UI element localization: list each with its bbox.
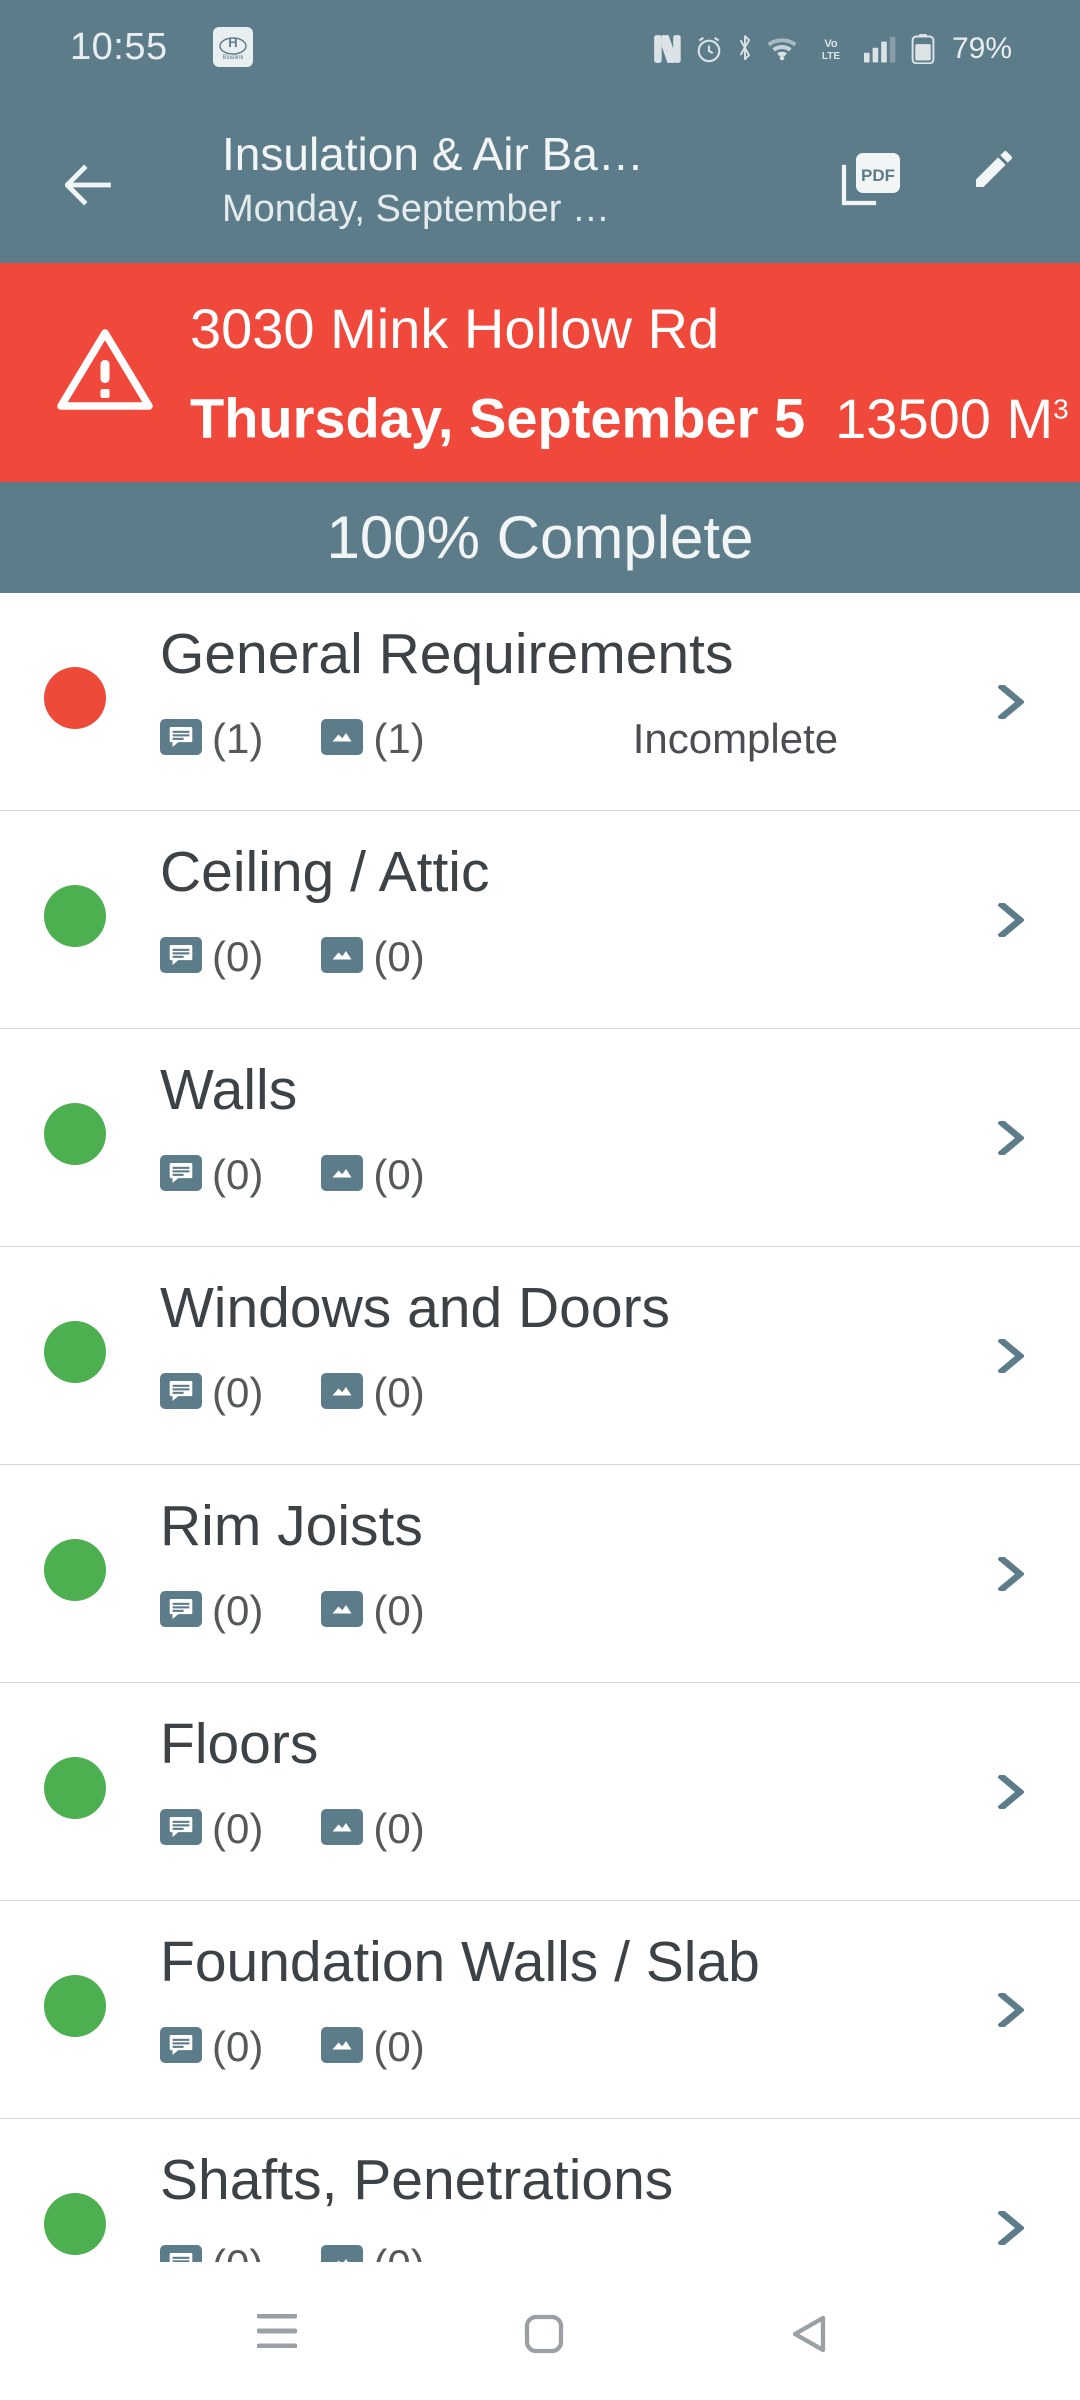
- svg-text:PDF: PDF: [861, 166, 895, 185]
- svg-text:H: H: [228, 35, 237, 50]
- svg-text:Vo: Vo: [824, 38, 838, 50]
- svg-text:Bluelink: Bluelink: [222, 55, 244, 61]
- svg-text:LTE: LTE: [822, 51, 840, 62]
